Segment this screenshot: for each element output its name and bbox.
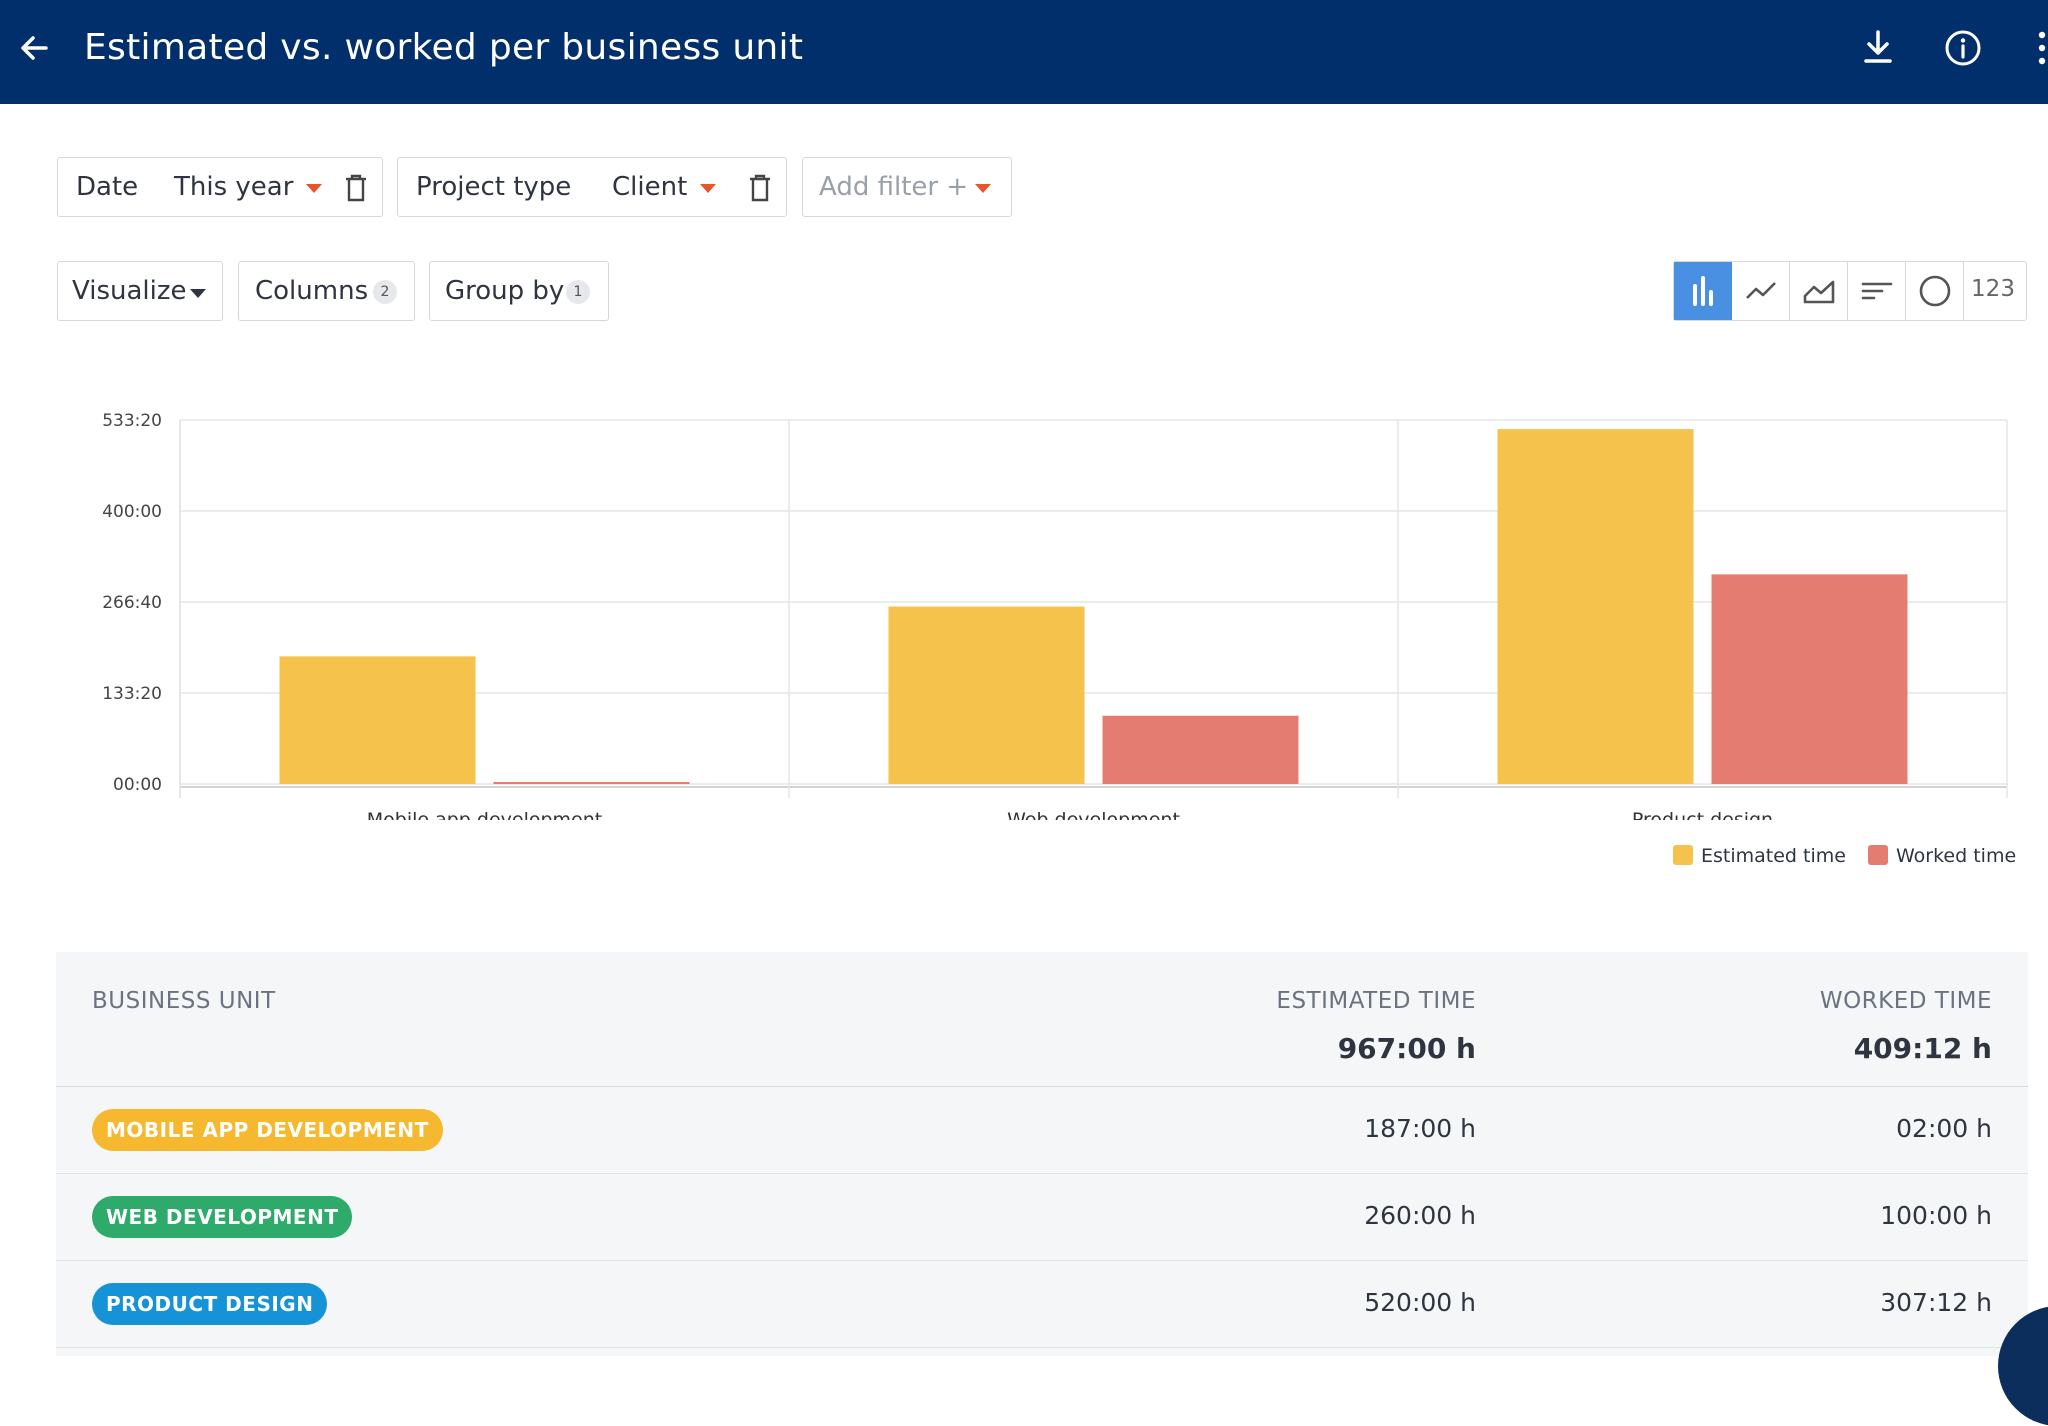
x-category-label: Product design <box>1632 809 1773 820</box>
number-view-label: 123 <box>1971 276 2015 302</box>
chevron-down-icon[interactable] <box>700 184 716 193</box>
table-row[interactable]: MOBILE APP DEVELOPMENT 187:00 h 02:00 h <box>56 1087 2028 1174</box>
business-unit-tag: WEB DEVELOPMENT <box>92 1196 353 1238</box>
filter-date-value[interactable]: This year <box>174 172 294 202</box>
bar-estimated <box>279 656 476 784</box>
area-chart-icon <box>1803 280 1835 304</box>
download-icon[interactable] <box>1860 28 1896 68</box>
bar-worked <box>493 782 690 784</box>
bar-chart-button[interactable] <box>1674 262 1732 320</box>
back-arrow-icon[interactable] <box>16 30 52 66</box>
visualization-type-switcher: 123 <box>1673 261 2027 321</box>
column-header-worked-time[interactable]: WORKED TIME <box>1819 988 1992 1014</box>
x-category-label: Mobile app development <box>367 809 603 820</box>
bar-estimated <box>888 606 1085 784</box>
top-bar: Estimated vs. worked per business unit <box>0 0 2048 104</box>
visualize-label: Visualize <box>72 276 187 306</box>
column-header-business-unit[interactable]: BUSINESS UNIT <box>92 988 276 1014</box>
y-tick-label: 533:20 <box>102 411 162 431</box>
filter-project-type-label: Project type <box>416 172 572 202</box>
table-header: BUSINESS UNIT ESTIMATED TIME 967:00 h WO… <box>56 952 2028 1087</box>
trash-icon[interactable] <box>748 173 772 210</box>
y-tick-label: 266:40 <box>102 593 162 613</box>
y-tick-label: 00:00 <box>113 775 162 795</box>
bar-worked <box>1102 715 1299 784</box>
table-row[interactable]: PRODUCT DESIGN 520:00 h 307:12 h <box>56 1261 2028 1348</box>
legend-item-worked: Worked time <box>1868 845 2016 867</box>
chevron-down-icon[interactable] <box>306 184 322 193</box>
legend-label-estimated: Estimated time <box>1701 845 1846 867</box>
total-worked-time: 409:12 h <box>1853 1032 1992 1065</box>
chevron-down-icon <box>190 289 206 298</box>
area-chart-button[interactable] <box>1790 262 1848 320</box>
horizontal-bar-icon <box>1861 282 1893 300</box>
table-row[interactable]: WEB DEVELOPMENT 260:00 h 100:00 h <box>56 1174 2028 1261</box>
add-filter-button[interactable]: Add filter + <box>802 157 1012 217</box>
summary-table: BUSINESS UNIT ESTIMATED TIME 967:00 h WO… <box>56 952 2028 1356</box>
add-filter-label: Add filter + <box>819 172 969 202</box>
total-estimated-time: 967:00 h <box>1337 1032 1476 1065</box>
columns-button[interactable]: Columns 2 <box>238 261 415 321</box>
bar-estimated <box>1497 429 1694 784</box>
line-chart-icon <box>1746 282 1776 299</box>
business-unit-tag: MOBILE APP DEVELOPMENT <box>92 1109 443 1151</box>
bar-chart-icon <box>1693 276 1713 306</box>
legend-swatch-worked <box>1868 845 1888 865</box>
columns-count-badge: 2 <box>373 280 397 304</box>
estimated-time-cell: 187:00 h <box>1364 1114 1476 1143</box>
visualize-button[interactable]: Visualize <box>57 261 223 321</box>
worked-time-cell: 100:00 h <box>1880 1201 1992 1230</box>
legend-swatch-estimated <box>1673 845 1693 865</box>
filter-date[interactable]: Date This year <box>57 157 383 217</box>
y-tick-label: 133:20 <box>102 684 162 704</box>
pie-chart-icon <box>1919 275 1951 307</box>
horizontal-bar-button[interactable] <box>1848 262 1906 320</box>
pie-chart-button[interactable] <box>1906 262 1964 320</box>
group-by-button[interactable]: Group by 1 <box>429 261 609 321</box>
group-by-label: Group by <box>445 276 565 306</box>
filter-project-type-value[interactable]: Client <box>612 172 688 202</box>
business-unit-tag: PRODUCT DESIGN <box>92 1283 328 1325</box>
y-tick-label: 400:00 <box>102 502 162 522</box>
columns-label: Columns <box>255 276 369 306</box>
line-chart-button[interactable] <box>1732 262 1790 320</box>
trash-icon[interactable] <box>344 173 368 210</box>
column-header-estimated-time[interactable]: ESTIMATED TIME <box>1276 988 1476 1014</box>
page-title: Estimated vs. worked per business unit <box>84 27 804 68</box>
legend-label-worked: Worked time <box>1896 845 2017 867</box>
bar-worked <box>1711 574 1908 784</box>
filter-project-type[interactable]: Project type Client <box>397 157 787 217</box>
x-category-label: Web development <box>1007 809 1180 820</box>
worked-time-cell: 02:00 h <box>1896 1114 1992 1143</box>
estimated-time-cell: 260:00 h <box>1364 1201 1476 1230</box>
info-icon[interactable] <box>1943 28 1983 68</box>
chevron-down-icon[interactable] <box>975 184 991 193</box>
group-by-count-badge: 1 <box>566 280 590 304</box>
more-vertical-icon[interactable] <box>2036 30 2048 66</box>
bar-chart: 00:00 133:20 266:40 400:00 533:20 Mobile app … <box>102 411 2008 820</box>
worked-time-cell: 307:12 h <box>1880 1288 1992 1317</box>
estimated-time-cell: 520:00 h <box>1364 1288 1476 1317</box>
legend-item-estimated: Estimated time <box>1673 845 1846 867</box>
number-view-button[interactable]: 123 <box>1964 262 2026 320</box>
chart-legend: Estimated time Worked time <box>1673 845 2016 867</box>
filter-date-label: Date <box>76 172 139 202</box>
